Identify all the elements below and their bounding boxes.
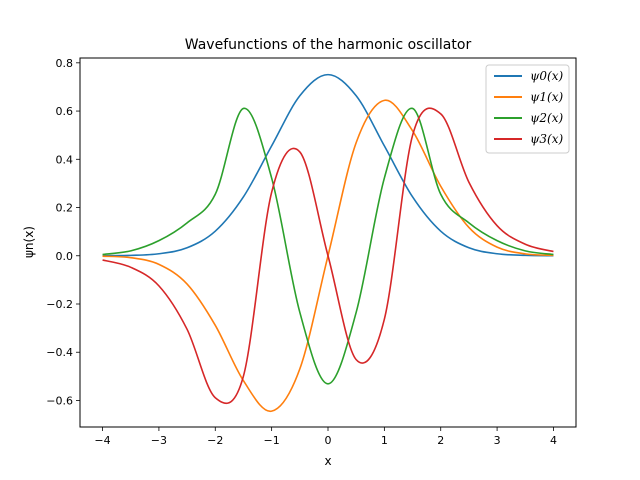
x-tick-label: −1 — [264, 434, 280, 447]
series-layer — [102, 73, 554, 412]
legend: ψ0(x) ψ1(x) ψ2(x) ψ3(x) — [485, 64, 570, 154]
x-tick-label: 0 — [325, 434, 332, 447]
legend-box — [485, 64, 570, 154]
x-tick-label: −2 — [207, 434, 223, 447]
legend-label-2: ψ2(x) — [530, 111, 563, 125]
chart-title: Wavefunctions of the harmonic oscillator — [185, 37, 472, 53]
y-tick-label: 0.4 — [56, 153, 74, 166]
x-ticks: −4 −3 −2 −1 0 1 2 3 4 — [94, 427, 557, 447]
series-line-3 — [102, 107, 554, 405]
x-axis-label: x — [324, 454, 331, 468]
y-axis-label: ψn(x) — [22, 226, 36, 258]
y-tick-label: 0.0 — [56, 250, 74, 263]
legend-label-0: ψ0(x) — [530, 69, 563, 83]
x-tick-label: 4 — [550, 434, 557, 447]
series-line-2 — [102, 107, 554, 385]
y-tick-label: 0.8 — [56, 57, 74, 70]
y-tick-label: −0.4 — [46, 346, 73, 359]
series-line-0 — [102, 73, 554, 257]
y-tick-label: 0.6 — [56, 105, 74, 118]
x-tick-label: 1 — [381, 434, 388, 447]
y-tick-label: 0.2 — [56, 202, 74, 215]
y-ticks: −0.6 −0.4 −0.2 0.0 0.2 0.4 0.6 0.8 — [46, 57, 80, 407]
x-tick-label: 3 — [494, 434, 501, 447]
legend-label-3: ψ3(x) — [530, 132, 563, 146]
y-tick-label: −0.6 — [46, 394, 73, 407]
x-tick-label: 2 — [437, 434, 444, 447]
x-tick-label: −4 — [94, 434, 110, 447]
x-tick-label: −3 — [151, 434, 167, 447]
y-tick-label: −0.2 — [46, 298, 73, 311]
legend-label-1: ψ1(x) — [530, 90, 563, 104]
